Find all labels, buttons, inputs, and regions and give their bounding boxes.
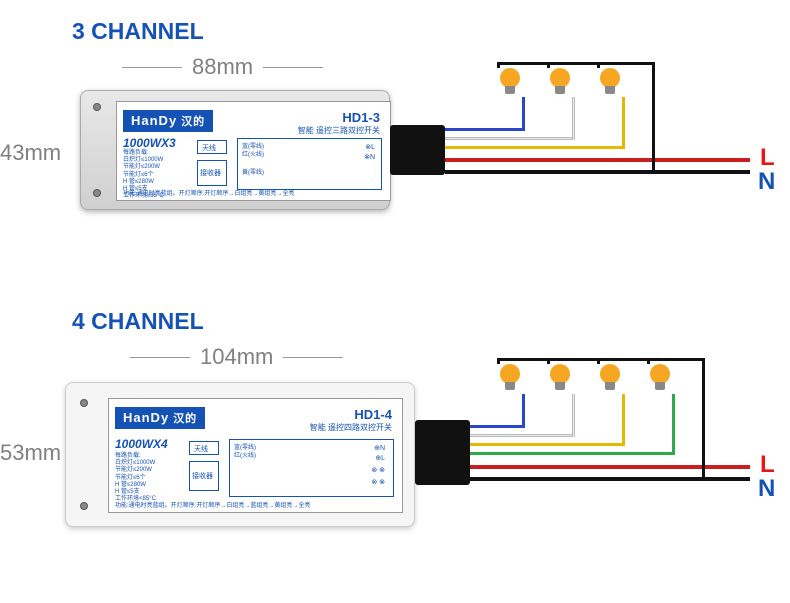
section-4ch: 4 CHANNEL 104mm 53mm HanDy 汉的 HD1-4 智能 遥控… <box>0 300 790 600</box>
title-4ch: 4 CHANNEL <box>72 308 204 335</box>
title-3ch: 3 CHANNEL <box>72 18 204 45</box>
bulb-icon <box>548 68 572 96</box>
wire-white-3ch <box>445 137 575 140</box>
dim-width-4ch: 104mm <box>200 344 273 370</box>
bulb-icon <box>548 364 572 392</box>
brand-cn: 汉的 <box>181 116 205 128</box>
wire-white-v-4ch <box>572 394 575 437</box>
wire-blue-v-3ch <box>522 97 525 131</box>
power-4ch: 1000WX4 <box>115 437 168 451</box>
brand-cn: 汉的 <box>173 413 197 425</box>
conn-rx-4ch: 接收器 <box>192 471 213 481</box>
screw-icon <box>93 103 101 111</box>
wiring-diagram-3ch: 蓝(零线) 红(火线) 黄(零线) ⊗L ⊗N <box>237 138 382 190</box>
subtitle-4ch: 智能 遥控四路双控开关 <box>310 422 392 433</box>
wire-blue-3ch <box>445 128 525 131</box>
bulb-icon <box>498 68 522 96</box>
wire-N-3ch <box>445 170 750 174</box>
footer-3ch: 功能:通电时亮蓝组。开灯顺序:开灯顺序→白组亮→黄组亮→全亮 <box>123 191 384 198</box>
conn-ant-4ch: 天线 <box>194 444 208 454</box>
wire-N-main-4ch <box>702 358 705 480</box>
dim-width-3ch: 88mm <box>192 54 253 80</box>
bulb-icon <box>598 364 622 392</box>
bulb-icon <box>598 68 622 96</box>
wire-bundle-3ch <box>390 125 445 175</box>
conn-rx-3ch: 接收器 <box>200 168 221 178</box>
conn-ant-3ch: 天线 <box>202 143 216 153</box>
brand-text: HanDy <box>123 410 169 425</box>
wire-blue-v-4ch <box>522 394 525 428</box>
dim-height-4ch: 53mm <box>0 440 61 466</box>
wire-yellow-4ch <box>470 443 625 446</box>
footer-4ch: 功能:通电时亮蓝组。开灯顺序:开灯顺序→白组亮→蓝组亮→黄组亮→全亮 <box>115 503 396 510</box>
screw-icon <box>80 399 88 407</box>
wire-yellow-v-3ch <box>622 97 625 149</box>
model-4ch: HD1-4 <box>354 407 392 422</box>
wire-bundle-4ch <box>415 420 470 485</box>
model-3ch: HD1-3 <box>342 110 380 125</box>
brand-4ch: HanDy 汉的 <box>115 407 205 429</box>
N-label-4ch: N <box>758 475 775 503</box>
wire-N-main-3ch <box>652 62 655 173</box>
brand-3ch: HanDy 汉的 <box>123 110 213 132</box>
bulb-icon <box>498 364 522 392</box>
section-3ch: 3 CHANNEL 88mm 43mm HanDy 汉的 HD1-3 智能 遥控三… <box>0 0 790 280</box>
wire-white-v-3ch <box>572 97 575 140</box>
wire-green-v-4ch <box>672 394 675 455</box>
device-3ch: HanDy汉的 HD1-3 智能 遥控三路双控开关 1000WX3 每路负载: … <box>80 90 390 210</box>
wire-white-4ch <box>470 434 575 437</box>
screw-icon <box>93 189 101 197</box>
dim-height-3ch: 43mm <box>0 140 61 166</box>
wire-L-4ch <box>470 465 750 469</box>
brand-text: HanDy <box>131 113 177 128</box>
bulb-icon <box>648 364 672 392</box>
power-3ch: 1000WX3 <box>123 136 176 150</box>
subtitle-3ch: 智能 遥控三路双控开关 <box>298 125 380 136</box>
label-panel-4ch: HanDy 汉的 HD1-4 智能 遥控四路双控开关 1000WX4 每路负载: … <box>108 398 403 513</box>
wire-green-4ch <box>470 452 675 455</box>
wire-blue-4ch <box>470 425 525 428</box>
specs-4ch: 每路负载: 白炽灯≤1000W 节能灯≤200W 节能灯≤6个 H 管≤280W… <box>115 453 156 503</box>
wiring-diagram-4ch: 蓝(零线) 红(火线) ⊕N ⊕L ⊗ ⊗ ⊗ ⊗ <box>229 439 394 497</box>
wire-N-top-3ch <box>497 62 655 65</box>
wire-yellow-3ch <box>445 146 625 149</box>
N-label-3ch: N <box>758 168 775 196</box>
wire-L-3ch <box>445 158 750 162</box>
screw-icon <box>80 502 88 510</box>
wire-N-top-4ch <box>497 358 705 361</box>
wire-N-4ch <box>470 477 750 481</box>
device-4ch: HanDy 汉的 HD1-4 智能 遥控四路双控开关 1000WX4 每路负载: … <box>65 382 415 527</box>
wire-yellow-v-4ch <box>622 394 625 446</box>
label-panel-3ch: HanDy汉的 HD1-3 智能 遥控三路双控开关 1000WX3 每路负载: … <box>116 101 391 201</box>
